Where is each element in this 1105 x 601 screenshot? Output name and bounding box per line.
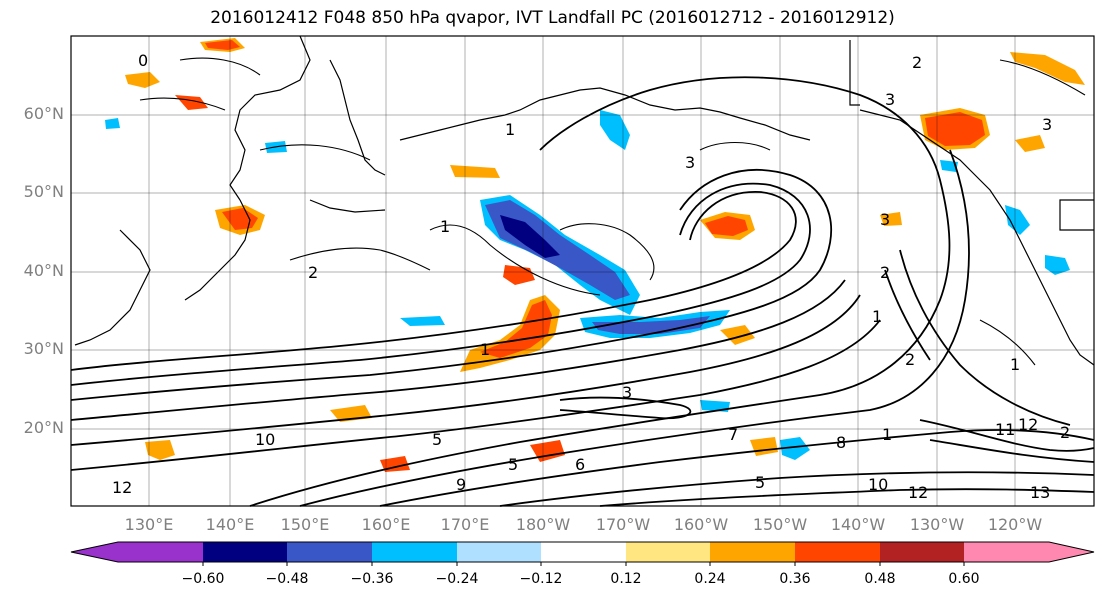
contour-label: 12 xyxy=(112,478,132,497)
colorbar-segment xyxy=(203,542,287,562)
contour-label: 1 xyxy=(440,217,450,236)
gridlines xyxy=(71,36,1094,506)
contour-label: 8 xyxy=(836,433,846,452)
lat-label: 60°N xyxy=(23,104,64,123)
colorbar-tick: −0.12 xyxy=(519,571,563,587)
contour-label: 7 xyxy=(728,425,738,444)
lon-label: 120°W xyxy=(987,515,1043,534)
contour-labels: 0 1 2 3 3 1 1 2 3 2 3 2 1 1 2 3 10 12 5 … xyxy=(112,51,1070,502)
colorbar-segment xyxy=(964,542,1049,562)
colorbar-segment xyxy=(795,542,880,562)
contour-label: 10 xyxy=(868,475,888,494)
contour-label: 3 xyxy=(1042,115,1052,134)
contour-label: 1 xyxy=(872,307,882,326)
lon-label: 150°W xyxy=(752,515,808,534)
contour-label: 2 xyxy=(905,350,915,369)
shaded-anomaly-field xyxy=(105,38,1085,472)
lat-label: 50°N xyxy=(23,182,64,201)
colorbar-segment xyxy=(710,542,795,562)
contour-label: 2 xyxy=(912,53,922,72)
lon-label: 130°W xyxy=(909,515,965,534)
colorbar-segment xyxy=(457,542,541,562)
lat-label: 40°N xyxy=(23,261,64,280)
lon-label: 180°W xyxy=(515,515,571,534)
colorbar-tick: −0.24 xyxy=(435,571,479,587)
coastlines xyxy=(74,35,1095,366)
colorbar-tick: −0.36 xyxy=(350,571,394,587)
colorbar-extend-min xyxy=(71,542,118,562)
contour-label: 13 xyxy=(1030,483,1050,502)
contour-label: 10 xyxy=(255,430,275,449)
contour-label: 5 xyxy=(755,473,765,492)
contour-label: 3 xyxy=(685,153,695,172)
lon-label: 160°E xyxy=(361,515,411,534)
lon-label: 170°E xyxy=(440,515,490,534)
lon-label: 150°E xyxy=(280,515,330,534)
contour-label: 1 xyxy=(505,120,515,139)
colorbar-tick: −0.60 xyxy=(181,571,225,587)
colorbar-tick: 0.48 xyxy=(864,571,896,587)
contour-label: 12 xyxy=(1018,415,1038,434)
colorbar-segment xyxy=(372,542,457,562)
contour-label: 5 xyxy=(432,430,442,449)
colorbar-outline xyxy=(70,541,1095,563)
contour-label: 3 xyxy=(880,210,890,229)
colorbar xyxy=(70,541,1095,566)
colorbar-segment xyxy=(880,542,964,562)
lon-label: 170°W xyxy=(595,515,651,534)
contour-label: 12 xyxy=(908,483,928,502)
contour-label: 0 xyxy=(138,51,148,70)
colorbar-segment xyxy=(541,542,626,562)
contour-label: 1 xyxy=(480,340,490,359)
thin-contours xyxy=(139,57,1086,366)
contour-label: 1 xyxy=(882,425,892,444)
lon-label: 130°E xyxy=(124,515,174,534)
lon-label: 140°W xyxy=(830,515,886,534)
contour-label: 1 xyxy=(1010,355,1020,374)
lat-label: 30°N xyxy=(23,339,64,358)
contour-label: 2 xyxy=(308,263,318,282)
contour-label: 3 xyxy=(622,383,632,402)
contour-label: 3 xyxy=(885,90,895,109)
colorbar-tick: 0.36 xyxy=(779,571,811,587)
contour-label: 5 xyxy=(508,455,518,474)
contour-label: 6 xyxy=(575,455,585,474)
contour-label: 9 xyxy=(456,475,466,494)
colorbar-tick: 0.60 xyxy=(948,571,980,587)
contour-label: 2 xyxy=(1060,423,1070,442)
colorbar-segment xyxy=(626,542,710,562)
contour-label: 2 xyxy=(880,263,890,282)
colorbar-segment xyxy=(287,542,372,562)
colorbar-extend-max xyxy=(1049,542,1094,562)
colorbar-tick: −0.48 xyxy=(265,571,309,587)
lat-label: 20°N xyxy=(23,418,64,437)
colorbar-segment xyxy=(118,542,203,562)
lon-label: 140°E xyxy=(205,515,255,534)
lon-label: 160°W xyxy=(673,515,729,534)
colorbar-tick: 0.24 xyxy=(694,571,726,587)
contour-label: 11 xyxy=(995,420,1015,439)
colorbar-tick: 0.12 xyxy=(610,571,642,587)
ivt-contours xyxy=(70,76,1095,507)
map-title: 2016012412 F048 850 hPa qvapor, IVT Land… xyxy=(210,8,895,28)
